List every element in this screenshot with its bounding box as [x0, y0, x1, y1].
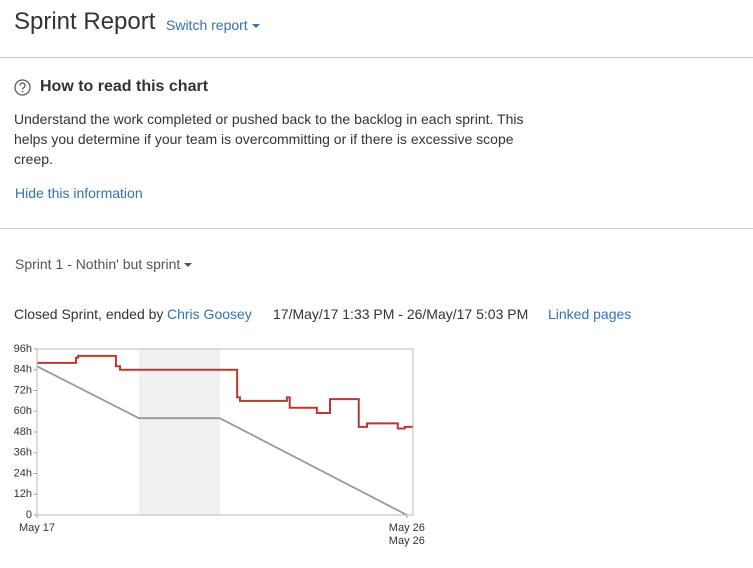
y-tick-label: 48h — [14, 426, 32, 438]
sprint-dates: 17/May/17 1:33 PM - 26/May/17 5:03 PM — [273, 306, 529, 322]
help-icon — [14, 79, 31, 96]
switch-report-label[interactable]: Switch report — [166, 17, 248, 33]
switch-report[interactable]: Switch report — [166, 17, 260, 33]
y-tick-label: 96h — [14, 343, 32, 355]
y-tick-label: 24h — [14, 467, 32, 479]
y-tick-label: 72h — [14, 384, 32, 396]
y-tick-label: 84h — [14, 364, 32, 376]
sprint-user[interactable]: Chris Goosey — [167, 306, 252, 322]
info-heading: How to read this chart — [40, 78, 209, 95]
y-tick-label: 36h — [14, 447, 32, 459]
caret — [251, 24, 260, 29]
series-line — [36, 365, 408, 516]
plot-background — [37, 349, 413, 515]
page-title: Sprint Report — [14, 8, 156, 35]
sprint-selector-label[interactable]: Sprint 1 - Nothin' but sprint — [15, 256, 181, 272]
hide-info[interactable]: Hide this information — [15, 185, 143, 201]
sprint-status: Closed Sprint, ended by — [14, 306, 164, 322]
plot-border — [36, 348, 414, 516]
info-text: Understand the work completed or pushed … — [14, 111, 524, 167]
end-label: May 26 — [389, 535, 425, 547]
x-tick-label: May 26 — [389, 522, 425, 534]
caret — [184, 263, 193, 268]
y-tick-label: 12h — [14, 488, 32, 500]
x-tick-label: May 17 — [19, 522, 55, 534]
series-line — [37, 354, 413, 430]
y-tick-label: 0 — [26, 509, 32, 521]
y-tick-label: 60h — [14, 405, 32, 417]
sprint-selector[interactable]: Sprint 1 - Nothin' but sprint — [15, 256, 193, 272]
burndown-chart: 0 12h 24h 36h 48h 60h 72h 84h 96h May 17 May 26May… — [14, 343, 425, 547]
divider — [0, 228, 753, 229]
divider — [0, 57, 753, 58]
non-working-days — [138, 349, 220, 515]
linked-pages[interactable]: Linked pages — [548, 306, 632, 322]
